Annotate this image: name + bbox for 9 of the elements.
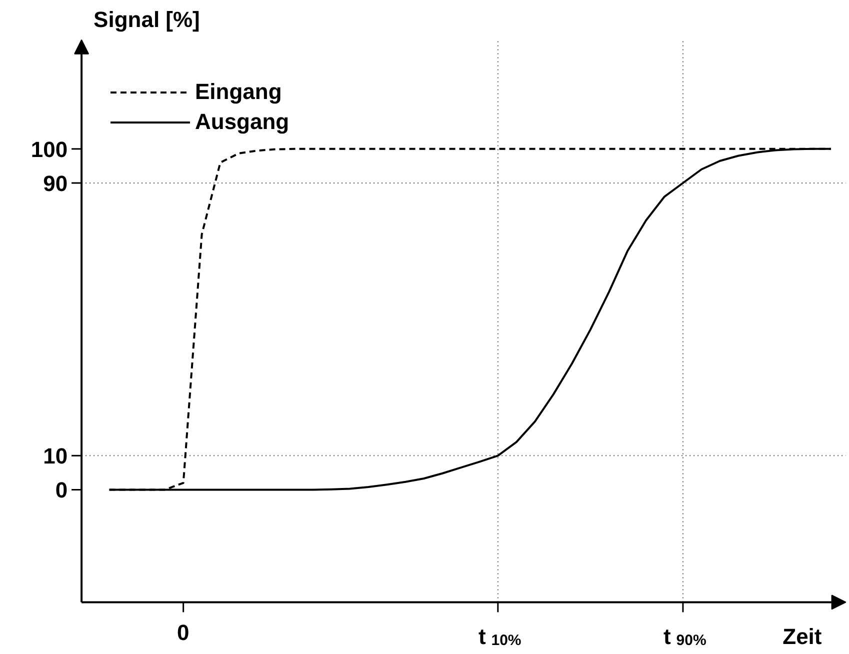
x-axis-title: Zeit (782, 624, 822, 650)
y-tick-label: 0 (55, 478, 68, 503)
y-axis-title: Signal [%] (94, 6, 200, 32)
y-tick-label: 100 (30, 136, 68, 162)
legend-label: Ausgang (195, 109, 290, 135)
legend-label: Eingang (195, 79, 282, 105)
y-tick-label: 10 (43, 444, 68, 469)
x-tick-label: 0 (176, 620, 190, 646)
y-tick-label: 90 (43, 171, 68, 196)
